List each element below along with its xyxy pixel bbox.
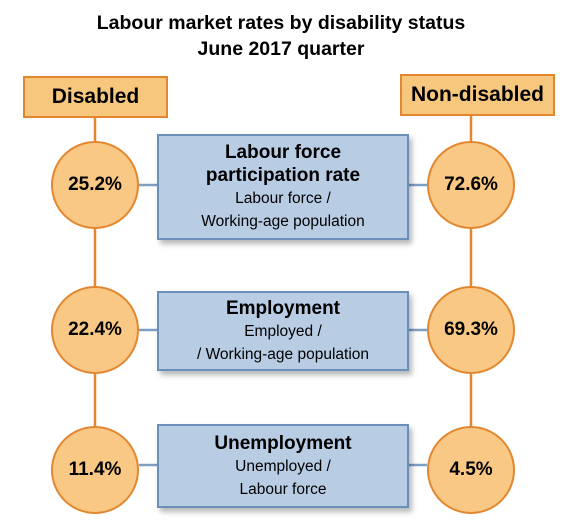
employment-formula-line-2: / Working-age population: [196, 345, 370, 363]
employment-formula-line-1: Employed /: [244, 322, 322, 340]
title-line-1: Labour market rates by disability status: [96, 12, 466, 34]
disabled-participation-rate: 25.2%: [51, 141, 139, 229]
participation-heading-line-1: Labour force: [224, 142, 342, 163]
non-disabled-employment-rate: 69.3%: [427, 286, 515, 374]
participation-formula-line-2: Working-age population: [201, 213, 365, 230]
diagram-title: Labour market rates by disability status…: [0, 10, 562, 62]
title-line-2: June 2017 quarter: [197, 38, 365, 60]
column-label-non-disabled: Non-disabled: [400, 74, 555, 116]
unemployment-heading: Unemployment: [214, 432, 352, 454]
disabled-unemployment-rate: 11.4%: [51, 426, 139, 514]
column-label-disabled: Disabled: [23, 76, 168, 118]
participation-formula-line-1: Labour force /: [235, 190, 331, 207]
employment-heading: Employment: [225, 297, 341, 319]
non-disabled-unemployment-rate: 4.5%: [427, 426, 515, 514]
unemployment-formula-line-1: Unemployed /: [235, 457, 331, 475]
employment-box: Employment Employed / / Working-age popu…: [157, 291, 409, 371]
unemployment-formula-line-2: Labour force: [239, 480, 327, 498]
non-disabled-participation-rate: 72.6%: [427, 141, 515, 229]
participation-rate-box: Labour force participation rate Labour f…: [157, 134, 409, 240]
participation-heading-line-2: participation rate: [205, 165, 361, 186]
disabled-employment-rate: 22.4%: [51, 286, 139, 374]
unemployment-box: Unemployment Unemployed / Labour force: [157, 424, 409, 508]
